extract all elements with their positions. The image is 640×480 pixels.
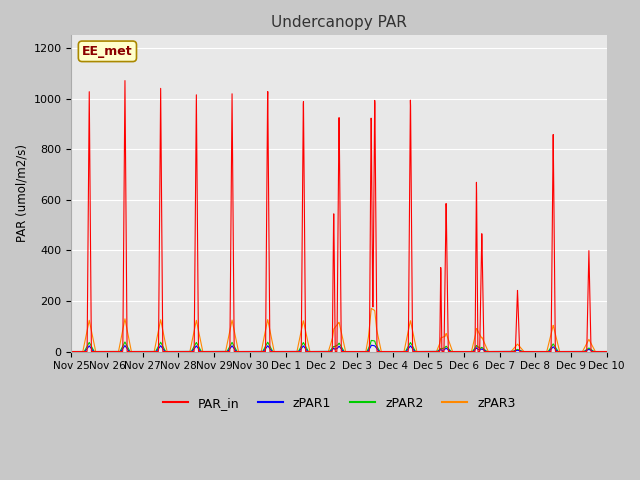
zPAR3 (367, 306, 375, 312)
PAR_in (603, 348, 611, 354)
zPAR3 (129, 348, 136, 354)
zPAR3 (68, 348, 76, 354)
PAR_in (273, 348, 281, 354)
zPAR3 (593, 348, 600, 354)
Text: EE_met: EE_met (82, 45, 132, 58)
zPAR1 (535, 348, 543, 354)
zPAR1 (296, 348, 304, 353)
PAR_in (161, 348, 168, 354)
zPAR2 (296, 346, 304, 352)
zPAR2 (68, 348, 76, 354)
Line: zPAR2: zPAR2 (72, 340, 607, 351)
zPAR2 (535, 348, 543, 354)
zPAR2 (161, 346, 168, 352)
zPAR1 (161, 348, 168, 353)
zPAR1 (593, 348, 600, 354)
Line: PAR_in: PAR_in (72, 81, 607, 351)
PAR_in (296, 348, 304, 354)
PAR_in (593, 348, 600, 354)
PAR_in (535, 348, 543, 354)
zPAR2 (367, 337, 375, 343)
zPAR1 (603, 348, 611, 354)
PAR_in (68, 348, 76, 354)
zPAR3 (603, 348, 611, 354)
zPAR1 (129, 348, 136, 354)
zPAR1 (273, 348, 280, 354)
zPAR3 (161, 335, 168, 340)
zPAR3 (296, 335, 304, 340)
Line: zPAR3: zPAR3 (72, 309, 607, 351)
PAR_in (121, 78, 129, 84)
PAR_in (129, 348, 136, 354)
zPAR1 (367, 342, 375, 348)
Line: zPAR1: zPAR1 (72, 345, 607, 351)
Title: Undercanopy PAR: Undercanopy PAR (271, 15, 407, 30)
zPAR2 (273, 348, 280, 354)
Y-axis label: PAR (umol/m2/s): PAR (umol/m2/s) (15, 144, 28, 242)
zPAR1 (68, 348, 76, 354)
zPAR3 (273, 348, 280, 354)
zPAR2 (129, 348, 136, 354)
zPAR3 (535, 348, 543, 354)
zPAR2 (593, 348, 600, 354)
zPAR2 (603, 348, 611, 354)
Legend: PAR_in, zPAR1, zPAR2, zPAR3: PAR_in, zPAR1, zPAR2, zPAR3 (157, 392, 520, 415)
